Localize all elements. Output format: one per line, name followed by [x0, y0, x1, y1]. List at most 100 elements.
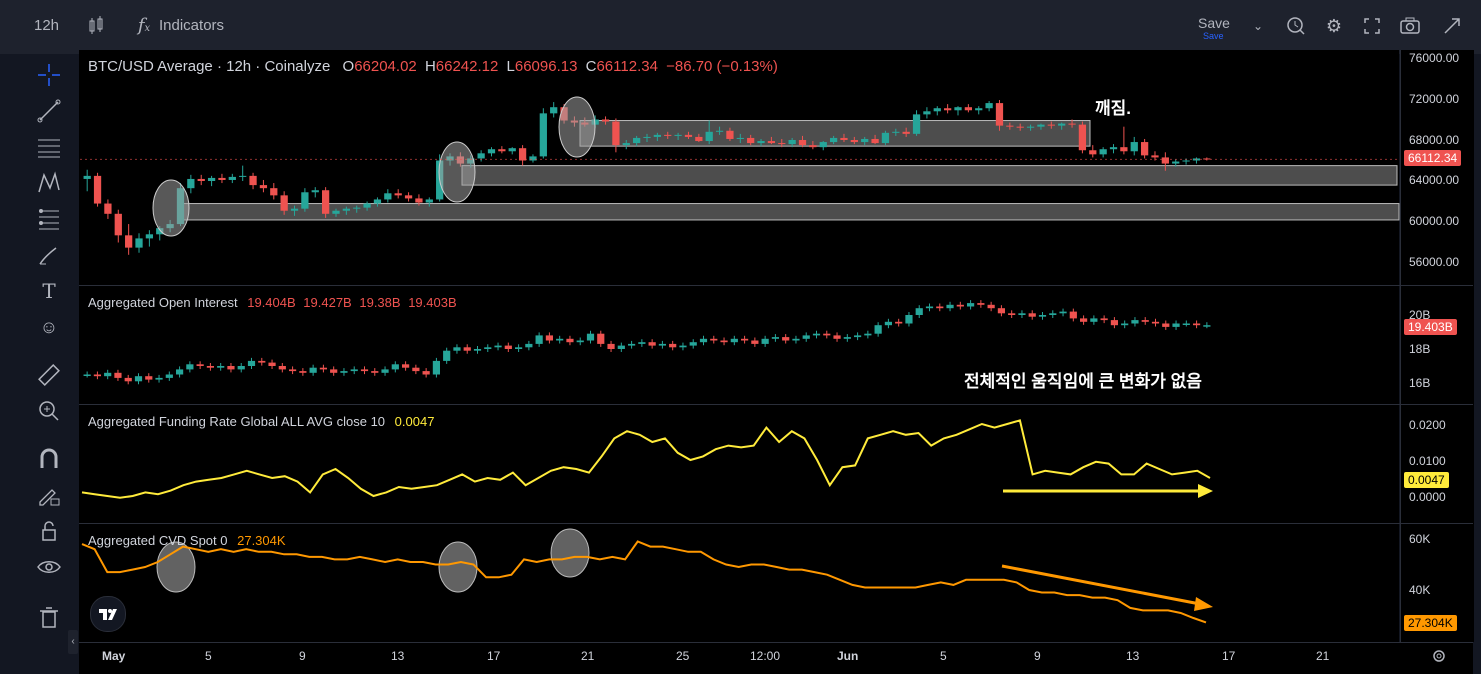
candle [1130, 142, 1138, 152]
candle [373, 199, 382, 204]
oi-candle [607, 343, 615, 349]
text-icon[interactable]: T [42, 279, 56, 303]
candle [1151, 155, 1159, 158]
candles-icon[interactable] [84, 14, 108, 38]
gear-icon[interactable]: ⚙ [1325, 16, 1343, 36]
drawing-toolbar: T ☺ [22, 54, 78, 673]
zoom-in-icon[interactable] [36, 398, 62, 424]
oi-candle [751, 340, 759, 344]
axis-settings-icon[interactable] [1430, 647, 1448, 665]
price-tick: 72000.00 [1409, 92, 1460, 106]
brush-icon[interactable] [36, 242, 62, 268]
fullscreen-icon[interactable] [1360, 14, 1384, 38]
oi-candle [432, 360, 441, 375]
candle [550, 107, 558, 114]
candle [321, 190, 330, 214]
funding-title[interactable]: Aggregated Funding Rate Global ALL AVG c… [88, 414, 386, 429]
magnet-icon[interactable] [36, 446, 62, 472]
price-axis[interactable] [1400, 50, 1474, 642]
oi-tick: 18B [1409, 342, 1431, 356]
candle [539, 113, 547, 157]
lock-icon[interactable] [36, 518, 62, 544]
emoji-icon[interactable]: ☺ [39, 317, 59, 337]
candle [218, 177, 226, 180]
oi-candle [1162, 323, 1170, 327]
horizontal-lines-icon[interactable] [36, 134, 62, 160]
trendline-icon[interactable] [36, 98, 62, 124]
high-value: 66242.12 [435, 58, 499, 75]
cvd-highlight-ellipse [156, 541, 196, 593]
oi-candle [1141, 320, 1149, 322]
candle [809, 145, 817, 148]
cvd-title[interactable]: Aggregated CVD Spot 0 [88, 533, 228, 548]
highlight-ellipse [152, 179, 190, 237]
camera-icon[interactable] [1398, 14, 1422, 38]
candle [280, 195, 288, 211]
oi-candle [617, 345, 625, 349]
oi-candle [1182, 323, 1190, 325]
oi-candle [843, 337, 851, 339]
oi-candle [1151, 321, 1160, 324]
oi-candle [504, 345, 512, 349]
pane-separator[interactable] [79, 523, 1473, 524]
save-button[interactable]: Save [1198, 15, 1230, 31]
symbol-title[interactable]: BTC/USD Average · 12h · Coinalyze [88, 58, 331, 75]
function-icon[interactable]: fx [137, 15, 151, 36]
oi-candle [586, 333, 595, 341]
candle [1172, 161, 1180, 164]
pattern-icon[interactable] [36, 170, 62, 196]
oi-candle [381, 369, 389, 373]
lock-draw-icon[interactable] [36, 482, 62, 508]
change-value: −86.70 (−0.13%) [666, 58, 778, 75]
publish-icon[interactable] [1440, 14, 1464, 38]
oi-candle [134, 376, 143, 382]
oi-candle [175, 369, 184, 375]
oi-candle [915, 308, 923, 315]
oi-candle [905, 315, 913, 324]
oi-candle [114, 372, 122, 378]
chart-area[interactable] [79, 50, 1399, 642]
indicators-button[interactable]: Indicators [159, 17, 225, 34]
candle [1120, 147, 1128, 152]
eye-icon[interactable] [36, 554, 62, 580]
candle [695, 136, 703, 142]
candle [1078, 124, 1087, 151]
candle [384, 193, 392, 200]
time-tick: 12:00 [750, 649, 781, 663]
ruler-icon[interactable] [36, 362, 62, 388]
oi-candle [895, 321, 903, 324]
oi-candle [525, 343, 533, 348]
candle [664, 134, 672, 136]
candle [1140, 142, 1149, 156]
pane-separator[interactable] [79, 285, 1473, 286]
interval-button[interactable]: 12h [34, 17, 60, 34]
price-tick: 64000.00 [1409, 173, 1460, 187]
pane-separator[interactable] [79, 404, 1473, 405]
candle [643, 136, 651, 138]
fib-icon[interactable] [36, 206, 62, 232]
funding-line [81, 419, 1211, 499]
candle [1016, 126, 1024, 128]
alert-icon[interactable] [1284, 14, 1308, 38]
oi-candle [165, 374, 173, 378]
candle [1047, 124, 1055, 126]
oi-candle [104, 372, 112, 377]
low-value: 66096.13 [514, 58, 578, 75]
time-axis[interactable] [79, 642, 1473, 674]
candle [788, 140, 796, 145]
candle [104, 203, 112, 214]
candle [187, 178, 195, 189]
last-price-badge: 66112.34 [1404, 150, 1462, 166]
chevron-down-icon[interactable]: ⌄ [1252, 19, 1264, 33]
candle [985, 103, 993, 109]
candle [114, 213, 122, 236]
crosshair-icon[interactable] [36, 62, 62, 88]
price-zone [579, 120, 1091, 147]
candle [332, 210, 340, 214]
tradingview-logo[interactable] [90, 596, 126, 632]
candle [415, 198, 423, 203]
collapse-toolbar-button[interactable]: ‹ [68, 630, 78, 654]
oi-title[interactable]: Aggregated Open Interest [88, 295, 238, 310]
trash-icon[interactable] [36, 604, 62, 630]
oi-candle [1131, 320, 1139, 324]
